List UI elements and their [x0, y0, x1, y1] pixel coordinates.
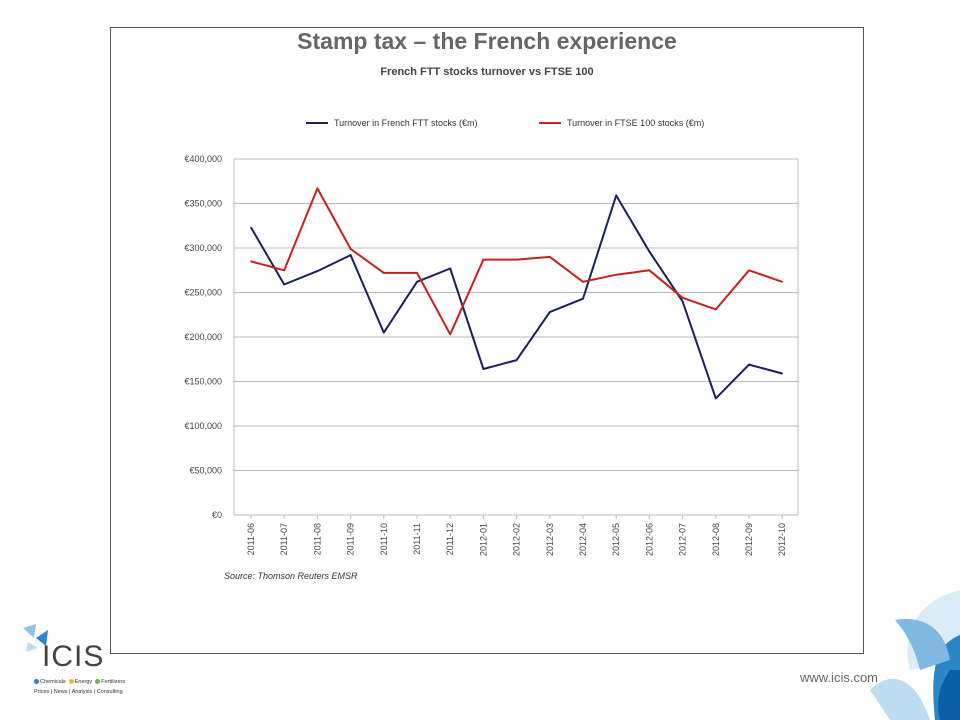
data-point [283, 269, 286, 272]
data-point [648, 250, 651, 253]
data-point [582, 297, 584, 300]
energy-dot-icon [68, 679, 74, 685]
chemicals-dot-icon [34, 679, 39, 685]
y-tick-label: €200,000 [184, 332, 222, 342]
chart-frame [110, 27, 864, 654]
sector-fertilizers: Fertilizers [101, 679, 126, 685]
series-line-french-ftt [250, 194, 783, 400]
sector-chemicals: Chemicals [40, 679, 66, 685]
x-tick-label: 2012-01 [478, 523, 488, 556]
chart-title: Stamp tax – the French experience [297, 28, 677, 54]
legend-label: Turnover in FTSE 100 stocks (€m) [567, 118, 704, 128]
logo-sectors: Chemicals Energy Fertilizers [34, 679, 125, 685]
data-point [416, 272, 418, 274]
x-tick-label: 2012-05 [611, 523, 621, 556]
data-point [549, 256, 551, 258]
website-link[interactable]: www.icis.com [800, 670, 879, 685]
x-tick-label: 2012-09 [744, 523, 754, 556]
data-point [615, 273, 617, 276]
data-point [748, 269, 750, 272]
x-tick-label: 2012-10 [777, 523, 787, 556]
data-point [383, 272, 385, 274]
x-tick-label: 2011-10 [379, 523, 389, 555]
legend-label: Turnover in French FTT stocks (€m) [334, 118, 478, 128]
data-point [349, 254, 352, 256]
x-tick-label: 2011-09 [346, 523, 356, 555]
x-tick-label: 2012-08 [711, 523, 721, 556]
y-tick-label: €100,000 [184, 421, 222, 431]
data-point [449, 333, 452, 336]
logo-text: ICIS [42, 640, 105, 673]
data-point [681, 300, 684, 303]
data-point [715, 308, 717, 311]
data-point [715, 397, 717, 400]
data-point [250, 260, 252, 263]
data-point [349, 248, 352, 250]
y-tick-label: €250,000 [184, 288, 222, 298]
data-point [781, 372, 783, 375]
y-tick-label: €0 [212, 510, 222, 520]
source-note: Source: Thomson Reuters EMSR [224, 571, 358, 581]
x-tick-label: 2011-08 [312, 523, 322, 555]
data-point [316, 270, 319, 272]
data-point [449, 267, 452, 270]
data-point [781, 281, 783, 283]
x-tick-label: 2012-04 [578, 523, 588, 556]
data-point [383, 331, 385, 334]
data-point [748, 363, 750, 366]
chart-subtitle: French FTT stocks turnover vs FTSE 100 [380, 66, 594, 78]
sector-energy: Energy [74, 679, 93, 685]
data-point [681, 297, 684, 299]
series-line-ftse-100 [250, 187, 783, 336]
y-tick-label: €50,000 [189, 466, 222, 476]
y-tick-label: €350,000 [184, 199, 222, 209]
data-point [283, 283, 286, 286]
data-point [250, 226, 252, 229]
x-tick-label: 2012-02 [512, 523, 522, 556]
y-tick-label: €300,000 [184, 243, 222, 253]
data-point [482, 368, 485, 370]
x-tick-label: 2011-07 [279, 523, 289, 555]
data-point [416, 281, 418, 283]
data-point [648, 269, 651, 272]
x-tick-label: 2012-07 [678, 523, 688, 556]
data-point [482, 258, 485, 261]
y-tick-label: €400,000 [184, 154, 222, 164]
logo-services: Prices | News | Analysis | Consulting [34, 689, 123, 695]
x-tick-label: 2012-03 [545, 523, 555, 556]
data-point [515, 258, 518, 261]
fertilizers-dot-icon [95, 679, 101, 685]
icis-logo-graphic [23, 624, 48, 652]
data-point [549, 311, 551, 313]
y-tick-label: €150,000 [184, 377, 222, 387]
data-point [316, 187, 319, 190]
x-tick-label: 2011-11 [412, 523, 422, 555]
x-tick-label: 2012-06 [644, 523, 654, 556]
data-point [582, 281, 584, 283]
x-tick-label: 2011-06 [246, 523, 256, 555]
data-point [515, 359, 518, 361]
decorative-corner-graphic [870, 590, 960, 720]
x-tick-label: 2011-12 [445, 523, 455, 555]
data-point [615, 194, 617, 197]
